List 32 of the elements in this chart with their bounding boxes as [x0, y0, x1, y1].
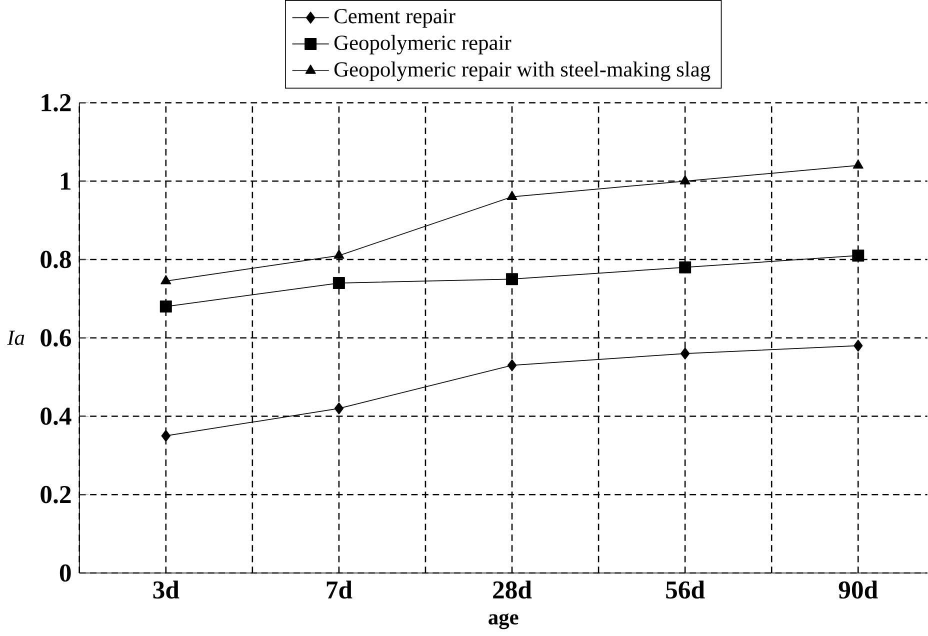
- point: [332, 276, 345, 289]
- point: [160, 274, 172, 284]
- legend-label: Geopolymeric repair with steel-making slag: [334, 61, 710, 81]
- x-tick-label: 90d: [838, 580, 878, 599]
- point: [854, 340, 863, 352]
- point: [680, 175, 690, 184]
- point: [160, 300, 172, 312]
- legend-label: Cement repair: [334, 8, 456, 28]
- x-tick-label: 7d: [326, 580, 352, 599]
- y-tick-label: 1.2: [42, 94, 71, 112]
- point: [507, 359, 517, 372]
- point: [334, 402, 344, 414]
- y-tick-label: 0.4: [40, 407, 72, 425]
- x-tick-label: 3d: [153, 580, 180, 599]
- y-tick-label: 0.2: [40, 486, 71, 504]
- y-tick-label: 0: [60, 564, 71, 582]
- y-tick-label: 0.6: [40, 329, 72, 347]
- legend-label: Geopolymeric repair: [334, 34, 512, 54]
- point: [852, 249, 864, 262]
- x-tick-label: 56d: [666, 580, 705, 599]
- y-tick-label: 0.8: [40, 250, 71, 268]
- point: [852, 159, 864, 169]
- y-tick-label: 1: [61, 172, 70, 190]
- point: [680, 347, 690, 360]
- x-axis-title: age: [488, 613, 518, 629]
- point: [506, 190, 518, 200]
- point: [679, 261, 692, 274]
- y-axis-title: Ia: [7, 330, 24, 345]
- point: [506, 273, 518, 285]
- point: [161, 430, 170, 442]
- x-tick-label: 28d: [493, 580, 532, 599]
- point: [334, 249, 344, 259]
